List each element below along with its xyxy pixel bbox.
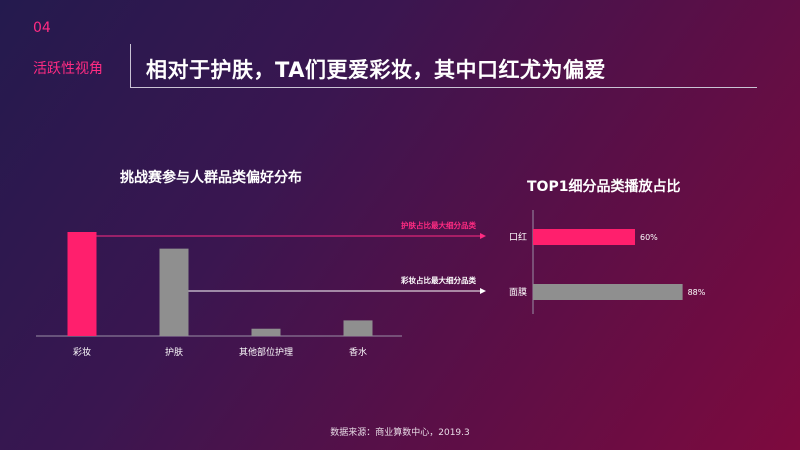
- annotation-arrow-head: [480, 288, 486, 294]
- annotation-arrow-head: [480, 233, 486, 239]
- section-label: 活跃性视角: [33, 61, 103, 77]
- left-chart-title: 挑战赛参与人群品类偏好分布: [120, 170, 302, 186]
- left-chart-bar: [343, 320, 373, 336]
- page-title: 相对于护肤，TA们更爱彩妆，其中口红尤为偏爱: [146, 58, 606, 82]
- left-chart-category-label: 其他部位护理: [239, 346, 293, 358]
- data-source-note: 数据来源：商业算数中心，2019.3: [330, 428, 470, 438]
- title-underline: [130, 87, 757, 88]
- left-chart-category-label: 彩妆: [73, 346, 91, 358]
- left-chart-bar: [67, 232, 97, 336]
- section-number: 04: [33, 20, 51, 36]
- annotation-label: 彩妆占比最大细分品类: [400, 275, 476, 285]
- left-chart-bar: [159, 248, 189, 336]
- right-chart-category-label: 面膜: [509, 287, 527, 298]
- right-chart-category-label: 口红: [509, 231, 527, 243]
- left-chart-category-label: 香水: [349, 346, 367, 358]
- left-chart-bar: [251, 328, 281, 336]
- annotation-label: 护肤占比最大细分品类: [401, 220, 476, 230]
- right-chart-value-label: 60%: [640, 233, 658, 242]
- right-chart-bar: [533, 284, 683, 300]
- right-chart-value-label: 88%: [688, 288, 706, 297]
- title-divider: [130, 44, 131, 87]
- left-chart-category-label: 护肤: [165, 346, 183, 358]
- right-chart-title: TOP1细分品类播放占比: [527, 179, 681, 195]
- right-chart-bar: [533, 229, 635, 245]
